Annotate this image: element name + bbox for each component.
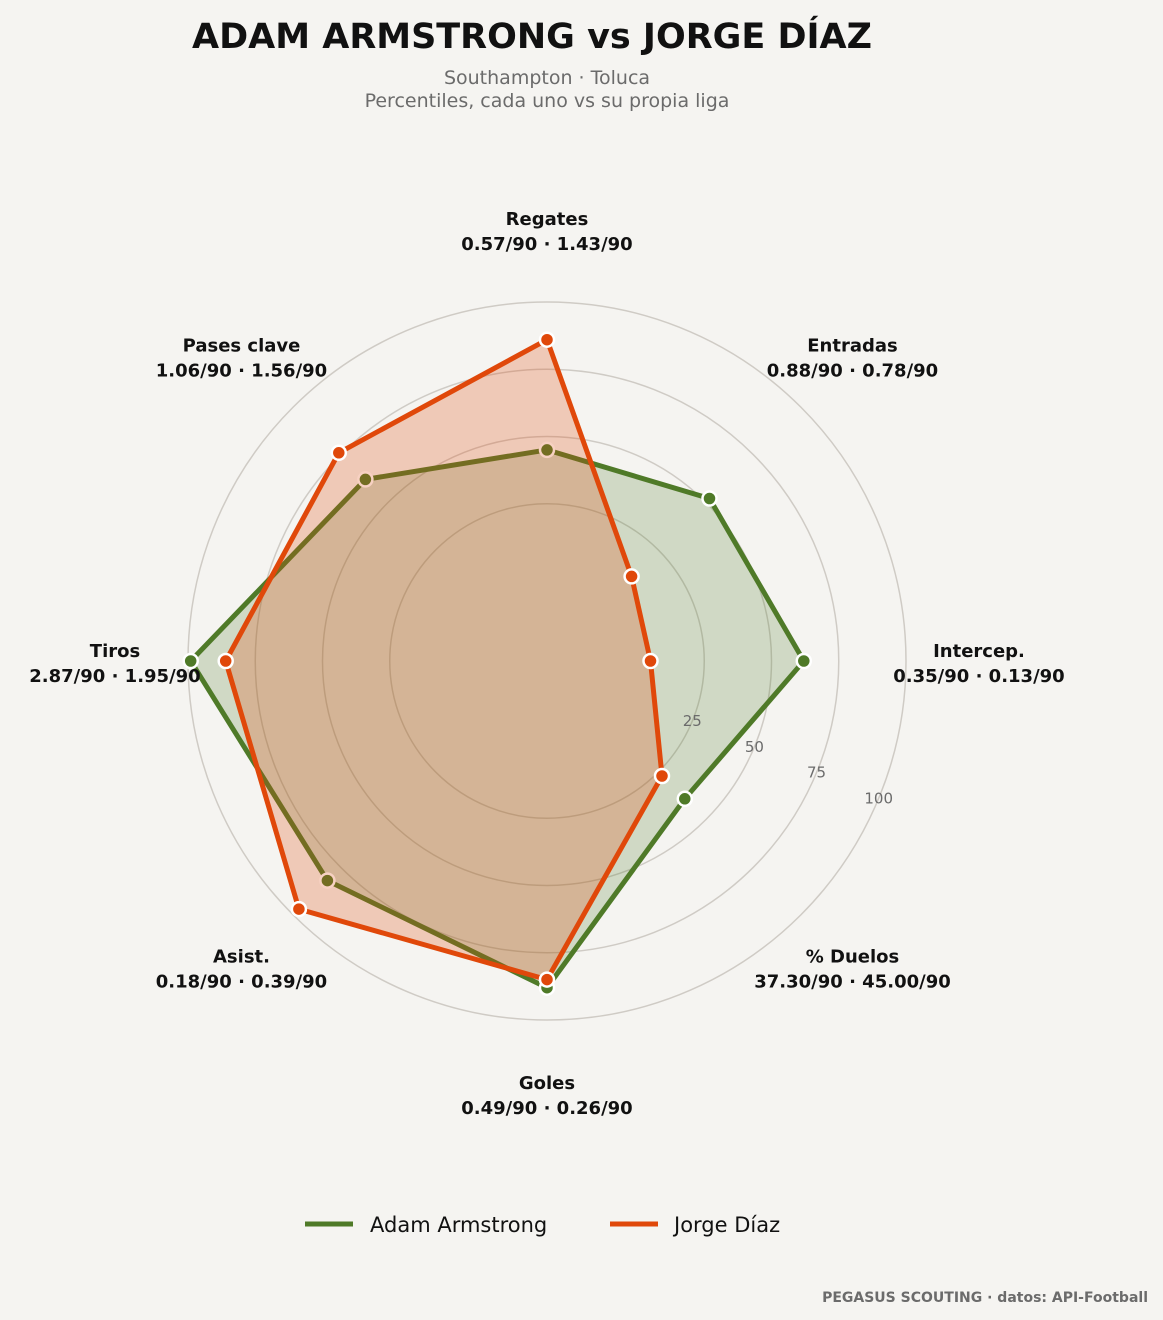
axis-label-5: Asist. 0.18/90 · 0.39/90 <box>156 947 327 993</box>
series-area-jorge-d-az <box>225 339 662 980</box>
grid-ring-75 <box>254 368 840 954</box>
point-adam-armstrong-3 <box>676 790 694 808</box>
axis-name: Goles <box>519 1073 575 1094</box>
axis-values: 0.18/90 · 0.39/90 <box>156 972 327 993</box>
axis-label-2: Intercep. 0.35/90 · 0.13/90 <box>893 641 1064 687</box>
axis-name: Regates <box>506 209 589 230</box>
ring-label-50: 50 <box>745 738 764 756</box>
axis-labels: Regates 0.57/90 · 1.43/90 Entradas 0.88/90 … <box>29 209 1064 1119</box>
axis-values: 0.57/90 · 1.43/90 <box>461 234 632 255</box>
axis-name: Tiros <box>90 641 140 662</box>
point-adam-armstrong-7 <box>357 471 374 488</box>
point-jorge-d-az-0 <box>538 331 556 348</box>
chart-subtitle-method: Percentiles, cada uno vs su propia liga <box>365 90 730 112</box>
legend: Adam Armstrong Jorge Díaz <box>305 1213 780 1237</box>
series-area-adam-armstrong <box>190 449 804 988</box>
point-jorge-d-az-6 <box>217 652 234 670</box>
axis-values: 2.87/90 · 1.95/90 <box>29 666 200 687</box>
point-adam-armstrong-0 <box>538 441 556 459</box>
point-jorge-d-az-3 <box>653 767 671 785</box>
chart-title: ADAM ARMSTRONG vs JORGE DÍAZ <box>192 15 872 57</box>
footer-credit: PEGASUS SCOUTING · datos: API-Football <box>822 1290 1148 1306</box>
point-adam-armstrong-6 <box>182 652 199 670</box>
axis-label-3: % Duelos 37.30/90 · 45.00/90 <box>754 947 951 993</box>
ring-labels: 25 50 75 100 <box>683 712 893 807</box>
axis-name: % Duelos <box>806 947 900 968</box>
point-adam-armstrong-2 <box>795 652 813 670</box>
radar-series <box>182 331 813 996</box>
legend-label-diaz: Jorge Díaz <box>672 1213 780 1237</box>
point-jorge-d-az-2 <box>642 652 659 670</box>
axis-name: Pases clave <box>183 336 301 357</box>
axis-label-0: Regates 0.57/90 · 1.43/90 <box>461 209 632 255</box>
grid-ring-50 <box>321 435 773 887</box>
point-jorge-d-az-4 <box>538 971 556 988</box>
axis-name: Intercep. <box>933 641 1025 662</box>
axis-values: 1.06/90 · 1.56/90 <box>156 361 327 382</box>
grid-ring-25 <box>389 503 705 819</box>
point-adam-armstrong-1 <box>701 490 718 507</box>
ring-label-100: 100 <box>864 789 893 807</box>
legend-label-armstrong: Adam Armstrong <box>370 1213 547 1237</box>
axis-label-1: Entradas 0.88/90 · 0.78/90 <box>767 336 938 382</box>
point-adam-armstrong-5 <box>319 872 336 889</box>
point-jorge-d-az-7 <box>330 444 348 462</box>
axis-values: 37.30/90 · 45.00/90 <box>754 972 951 993</box>
axis-name: Entradas <box>807 336 897 357</box>
axis-label-4: Goles 0.49/90 · 0.26/90 <box>461 1073 632 1119</box>
axis-label-6: Tiros 2.87/90 · 1.95/90 <box>29 641 200 687</box>
point-jorge-d-az-5 <box>290 900 308 918</box>
axis-label-7: Pases clave 1.06/90 · 1.56/90 <box>156 336 327 382</box>
axis-values: 0.35/90 · 0.13/90 <box>893 666 1064 687</box>
point-jorge-d-az-1 <box>623 568 640 585</box>
axis-values: 0.88/90 · 0.78/90 <box>767 361 938 382</box>
axis-values: 0.49/90 · 0.26/90 <box>461 1098 632 1119</box>
chart-subtitle-teams: Southampton · Toluca <box>444 67 650 89</box>
ring-label-25: 25 <box>683 712 702 730</box>
ring-label-75: 75 <box>807 764 826 782</box>
axis-name: Asist. <box>213 947 270 968</box>
